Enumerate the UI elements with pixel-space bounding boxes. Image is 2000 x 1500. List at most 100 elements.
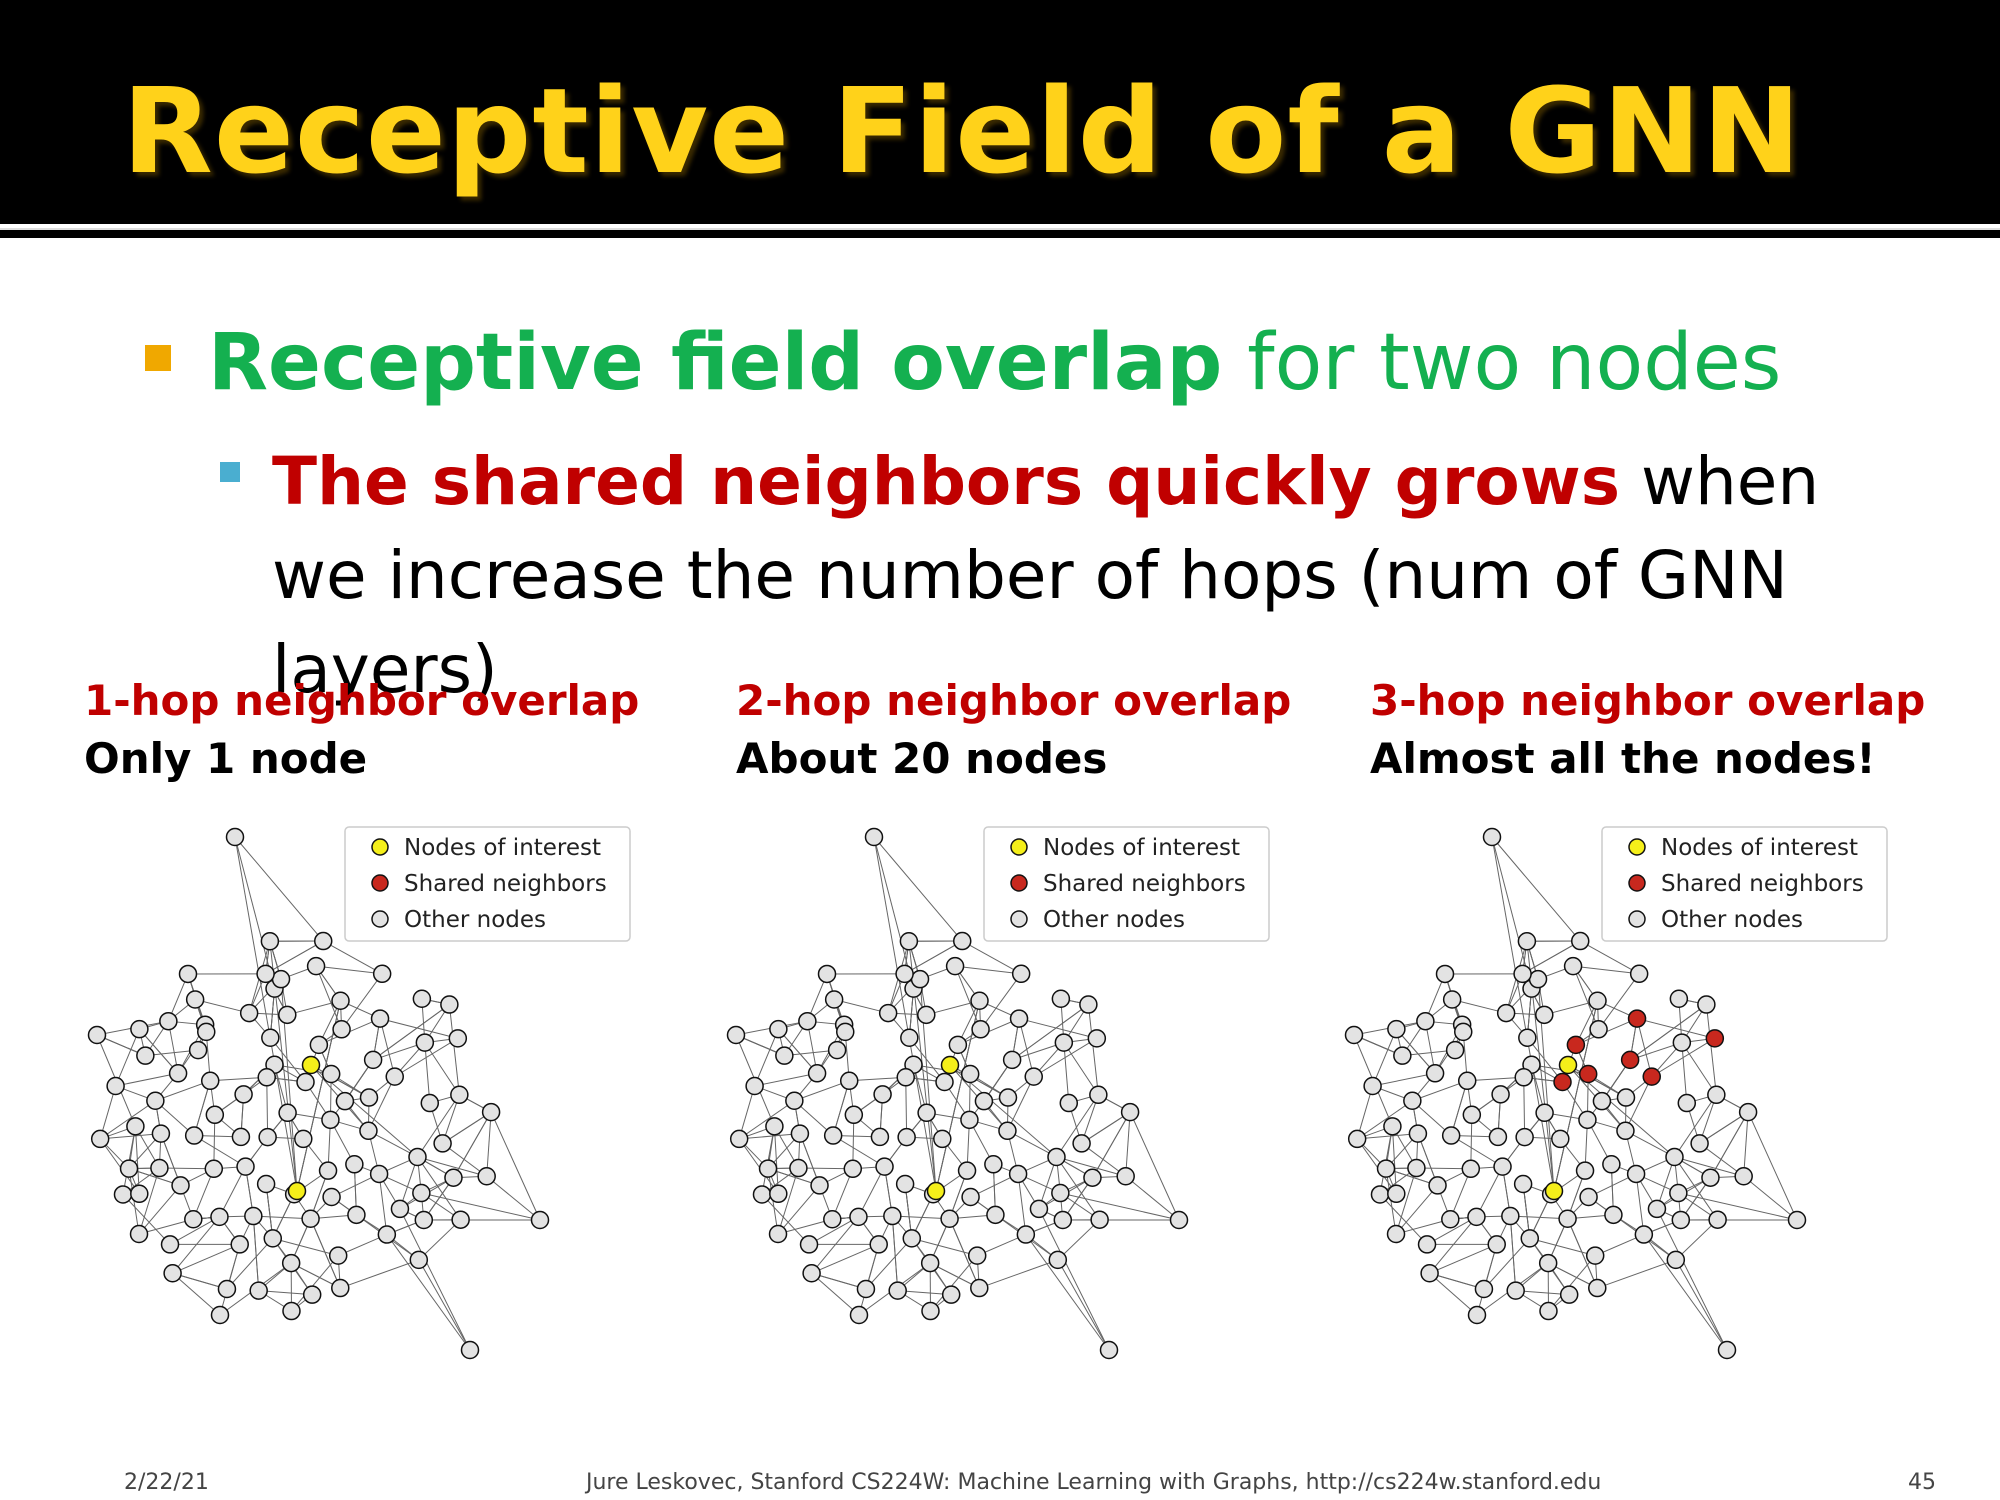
- other-node: [263, 1229, 283, 1248]
- graph-edge: [1526, 1037, 1563, 1083]
- graph-edge: [873, 836, 963, 942]
- other-node: [823, 1126, 843, 1145]
- graph-edge: [226, 1238, 274, 1290]
- graph-edge: [1567, 1064, 1627, 1098]
- graph-edge: [811, 1243, 879, 1274]
- graph-edge: [421, 1192, 541, 1221]
- panel-1-caption: 1-hop neighbor overlap Only 1 node: [84, 672, 639, 788]
- graph-edge: [1656, 1208, 1728, 1351]
- graph-edge: [210, 1076, 267, 1082]
- other-node: [1425, 1064, 1445, 1083]
- bullet-1-bold: Receptive field overlap: [208, 318, 1223, 408]
- graph-edge: [486, 1175, 541, 1221]
- graph-edge: [738, 1138, 779, 1195]
- other-node: [775, 1046, 794, 1065]
- legend-box: [344, 826, 631, 942]
- graph-edge: [778, 1028, 818, 1074]
- graph-edge: [195, 998, 250, 1014]
- graph-edge: [417, 1156, 462, 1220]
- other-node: [1677, 1093, 1697, 1113]
- other-node: [1602, 1155, 1621, 1174]
- graph-edge: [1636, 1018, 1653, 1077]
- other-node: [1669, 989, 1689, 1008]
- other-node: [450, 1085, 469, 1105]
- other-node: [1563, 956, 1583, 976]
- other-node: [278, 1103, 297, 1123]
- other-node: [873, 1085, 892, 1104]
- other-node: [817, 964, 837, 984]
- other-node: [1079, 995, 1098, 1014]
- other-node: [869, 1235, 888, 1254]
- other-node: [960, 1110, 979, 1130]
- other-node: [1420, 1264, 1439, 1283]
- graph-edge: [316, 965, 383, 975]
- other-node: [1417, 1235, 1437, 1254]
- other-node: [1690, 1134, 1709, 1153]
- other-node: [163, 1264, 182, 1283]
- other-node: [1403, 1091, 1422, 1111]
- other-node: [1474, 1279, 1494, 1299]
- other-node: [1445, 1040, 1465, 1060]
- other-node: [1491, 1085, 1510, 1104]
- graph-edge: [1450, 1135, 1503, 1168]
- other-node: [827, 1040, 847, 1060]
- graph-edge: [1675, 1219, 1718, 1261]
- graph-edge: [448, 1004, 460, 1095]
- graph-edge: [265, 940, 324, 975]
- other-node: [883, 1206, 902, 1226]
- graph-edge: [832, 1080, 850, 1136]
- graph-edge: [1357, 1133, 1418, 1140]
- other-node: [1707, 1085, 1726, 1105]
- graph-edge: [386, 1234, 471, 1351]
- other-node: [1496, 1003, 1516, 1023]
- other-node: [1029, 1199, 1049, 1219]
- other-node: [1616, 1121, 1635, 1141]
- other-node: [335, 1091, 355, 1111]
- shared-neighbor-node: [1553, 1072, 1572, 1092]
- other-node: [363, 1050, 383, 1070]
- other-node: [1672, 1033, 1692, 1052]
- other-node: [1513, 964, 1532, 984]
- other-node: [902, 1229, 922, 1248]
- graph-edge: [379, 1018, 396, 1077]
- other-node: [933, 1129, 952, 1149]
- title-rule: [0, 228, 2000, 238]
- other-node: [412, 989, 432, 1008]
- graph-legend: Nodes of interest Shared neighbors Other n…: [983, 826, 1270, 942]
- interest-node: [926, 1181, 946, 1201]
- graph-edge: [794, 1080, 850, 1102]
- graph-edge: [1467, 1076, 1524, 1082]
- graph-edge: [811, 1272, 867, 1290]
- sub-bullet-square-icon: [220, 462, 240, 482]
- other-node: [271, 969, 291, 989]
- interest-legend-icon: [1010, 838, 1028, 856]
- other-node: [986, 1205, 1005, 1225]
- graph-edge: [954, 965, 982, 1030]
- graph-edge: [266, 1077, 269, 1138]
- graph-edge: [832, 1135, 885, 1168]
- graph-edge: [155, 1080, 211, 1102]
- other-node: [1588, 991, 1607, 1011]
- other-node: [1701, 1168, 1720, 1187]
- graph-edge: [1529, 1237, 1596, 1257]
- other-node: [1629, 964, 1649, 984]
- legend-label-shared: Shared neighbors: [1661, 871, 1864, 897]
- other-node: [785, 1091, 804, 1111]
- other-node: [1588, 1278, 1607, 1298]
- legend-label-interest: Nodes of interest: [1661, 835, 1858, 861]
- other-node: [200, 1071, 220, 1091]
- other-node: [897, 1127, 916, 1147]
- other-node: [807, 1064, 827, 1083]
- other-node: [1441, 1209, 1460, 1229]
- other-node: [1393, 1046, 1412, 1065]
- other-node: [878, 1003, 898, 1023]
- graph-edge: [1395, 1218, 1451, 1235]
- graph-edge: [1743, 1112, 1749, 1177]
- graph-edge: [1356, 1100, 1413, 1140]
- other-node: [875, 1157, 894, 1176]
- graph-edge: [341, 973, 383, 1030]
- other-node: [126, 1117, 145, 1136]
- other-node: [1053, 1210, 1073, 1230]
- panel-3-heading: 3-hop neighbor overlap: [1370, 676, 1926, 725]
- other-node: [460, 1340, 480, 1360]
